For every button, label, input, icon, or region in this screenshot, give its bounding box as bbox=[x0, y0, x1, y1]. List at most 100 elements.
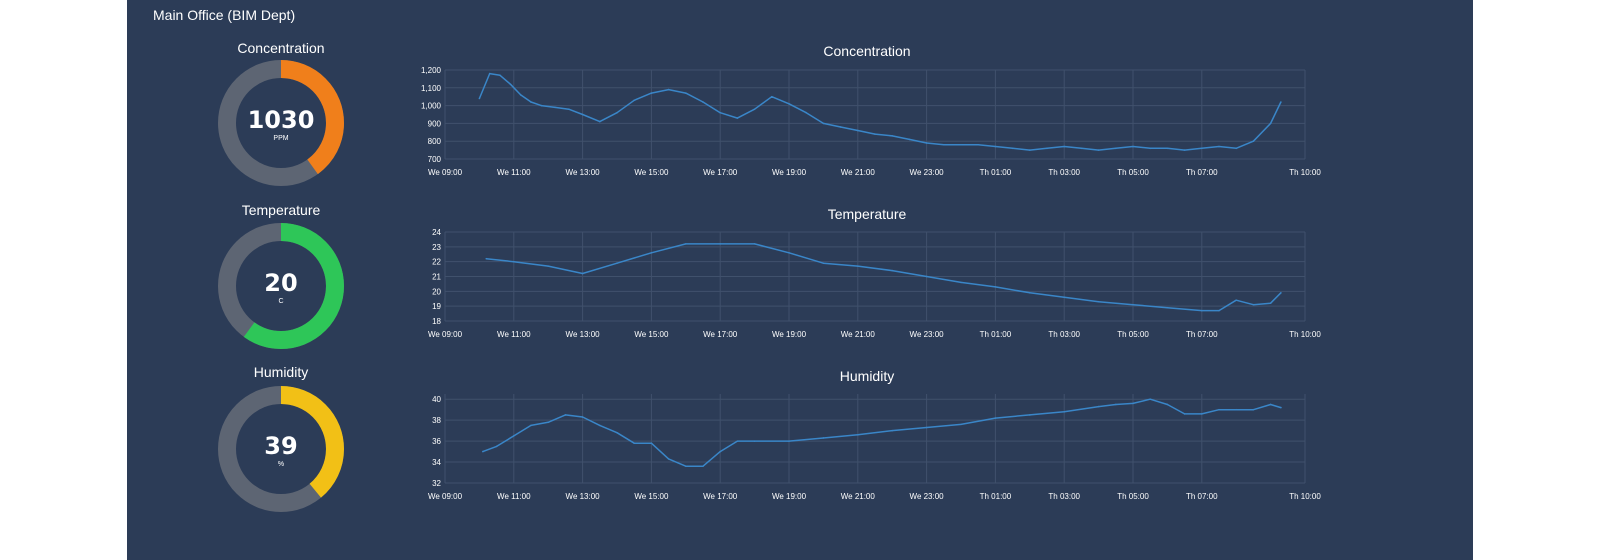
data-point bbox=[1166, 306, 1169, 309]
x-tick-label: We 09:00 bbox=[428, 330, 463, 339]
data-point bbox=[616, 431, 618, 434]
x-tick-label: We 15:00 bbox=[634, 168, 669, 177]
x-tick-label: We 19:00 bbox=[772, 492, 807, 501]
data-point bbox=[581, 113, 584, 116]
data-point bbox=[1269, 403, 1272, 406]
data-point bbox=[1218, 309, 1220, 312]
data-point bbox=[891, 269, 893, 272]
x-tick-label: Th 05:00 bbox=[1117, 330, 1149, 339]
data-point bbox=[1218, 145, 1220, 148]
data-point bbox=[1063, 145, 1065, 148]
y-tick-label: 24 bbox=[432, 228, 441, 237]
data-point bbox=[805, 111, 807, 114]
data-point bbox=[530, 101, 532, 103]
x-tick-label: We 13:00 bbox=[566, 492, 601, 501]
y-tick-label: 18 bbox=[432, 317, 441, 326]
data-point bbox=[1252, 408, 1255, 411]
chart-temperature: 18 19 20 21 22 23 24 We 09:00 We 11:00 We 13:00 We… bbox=[428, 228, 1321, 339]
y-tick-label: 40 bbox=[432, 395, 441, 404]
data-point bbox=[1166, 403, 1169, 406]
data-point bbox=[1046, 147, 1048, 150]
data-point bbox=[788, 440, 790, 442]
data-point bbox=[1115, 403, 1117, 406]
data-point bbox=[1115, 147, 1117, 150]
data-point bbox=[1280, 101, 1282, 103]
data-point bbox=[994, 417, 997, 419]
data-point bbox=[977, 143, 979, 146]
data-point bbox=[519, 94, 522, 96]
x-tick-label: We 23:00 bbox=[910, 168, 945, 177]
data-point bbox=[554, 106, 556, 109]
series-line bbox=[482, 398, 1282, 467]
data-point bbox=[478, 97, 481, 100]
data-point bbox=[753, 243, 756, 245]
data-point bbox=[1252, 140, 1255, 142]
data-point bbox=[1097, 405, 1100, 408]
data-point bbox=[857, 265, 859, 267]
data-point bbox=[1280, 292, 1282, 294]
x-tick-label: Th 03:00 bbox=[1048, 330, 1080, 339]
x-tick-label: We 17:00 bbox=[703, 168, 738, 177]
data-point bbox=[499, 74, 501, 77]
data-point bbox=[1235, 147, 1237, 150]
data-point bbox=[1252, 303, 1255, 306]
data-point bbox=[960, 143, 962, 146]
data-point bbox=[685, 243, 687, 245]
gauge-fill-arc bbox=[218, 386, 344, 512]
data-point bbox=[650, 251, 653, 254]
gauge-value: 1030 bbox=[248, 106, 315, 134]
chart-title-temperature: Temperature bbox=[827, 206, 907, 222]
data-point bbox=[994, 286, 997, 288]
data-point bbox=[1097, 300, 1100, 303]
x-tick-label: Th 05:00 bbox=[1117, 168, 1149, 177]
data-point bbox=[925, 142, 928, 144]
y-tick-label: 38 bbox=[432, 416, 441, 425]
data-point bbox=[736, 117, 739, 119]
x-tick-label: We 17:00 bbox=[703, 492, 738, 501]
series-line bbox=[486, 243, 1282, 312]
data-point bbox=[1132, 303, 1134, 306]
data-point bbox=[568, 108, 570, 110]
data-point bbox=[1183, 413, 1186, 415]
x-tick-label: Th 10:00 bbox=[1289, 168, 1321, 177]
data-point bbox=[685, 465, 687, 468]
data-point bbox=[994, 145, 997, 148]
data-point bbox=[719, 243, 721, 245]
data-point bbox=[719, 450, 721, 453]
y-tick-label: 1,200 bbox=[421, 66, 442, 75]
data-point bbox=[1235, 408, 1237, 411]
data-point bbox=[1132, 402, 1134, 405]
y-tick-label: 32 bbox=[432, 479, 441, 488]
x-tick-label: We 23:00 bbox=[910, 330, 945, 339]
y-tick-label: 1,000 bbox=[421, 102, 442, 111]
x-tick-label: Th 10:00 bbox=[1289, 330, 1321, 339]
data-point bbox=[685, 92, 687, 94]
data-point bbox=[564, 414, 567, 416]
data-point bbox=[1011, 147, 1014, 150]
data-point bbox=[667, 458, 670, 460]
y-tick-label: 23 bbox=[432, 243, 441, 252]
data-point bbox=[857, 129, 859, 132]
gauge-title-humidity: Humidity bbox=[253, 364, 309, 380]
gauge-humidity: 39% bbox=[218, 386, 344, 512]
panel-title: Main Office (BIM Dept) bbox=[153, 7, 296, 23]
data-point bbox=[1269, 302, 1272, 304]
chart-concentration: 700 800 900 1,000 1,100 1,200 We 09:00 We 11:00… bbox=[421, 66, 1321, 177]
data-point bbox=[1235, 299, 1237, 302]
data-point bbox=[547, 265, 549, 267]
data-point bbox=[650, 92, 653, 94]
x-tick-label: We 09:00 bbox=[428, 492, 463, 501]
gauge-fill-arc bbox=[218, 223, 344, 349]
data-point bbox=[943, 143, 945, 146]
y-tick-label: 900 bbox=[428, 119, 442, 128]
data-point bbox=[702, 465, 704, 468]
series-line bbox=[478, 72, 1282, 151]
x-tick-label: Th 05:00 bbox=[1117, 492, 1149, 501]
data-point bbox=[736, 440, 739, 442]
data-point bbox=[581, 416, 584, 418]
data-point bbox=[667, 88, 670, 91]
x-tick-label: We 23:00 bbox=[910, 492, 945, 501]
data-point bbox=[1097, 149, 1100, 151]
data-point bbox=[633, 99, 635, 102]
data-point bbox=[1201, 309, 1203, 312]
